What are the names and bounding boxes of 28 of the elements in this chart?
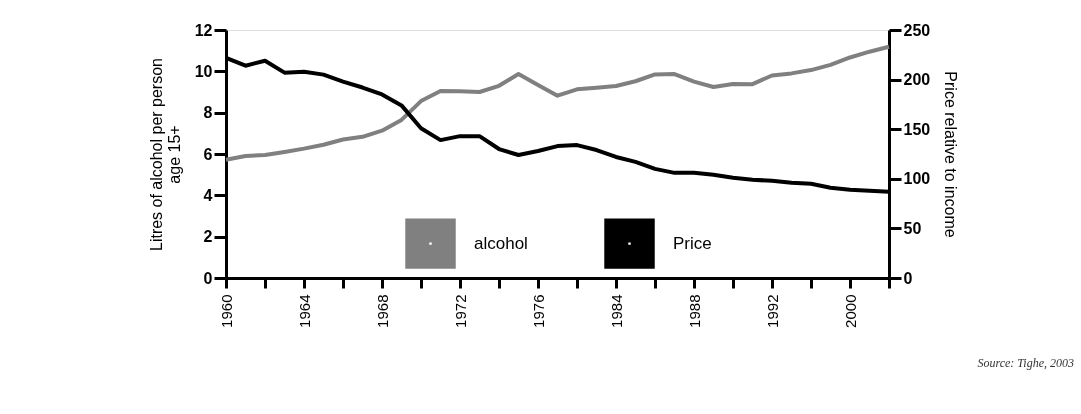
source-note: Source: Tighe, 2003: [977, 356, 1074, 370]
line-series: [224, 44, 891, 162]
x-tick-label: 1984: [607, 294, 625, 328]
x-tick-label: 1968: [373, 294, 391, 328]
y-tick-label: 8: [203, 104, 213, 122]
y2-tick-label: 100: [903, 170, 931, 188]
x-tick-label: 1992: [763, 294, 781, 328]
x-tick-label: 1988: [685, 294, 703, 328]
y-tick-label: 6: [203, 145, 213, 163]
x-tick-label: 2000: [841, 294, 859, 328]
x-tick-label: 1964: [295, 294, 313, 328]
x-tick-label: 1976: [529, 294, 547, 328]
y-axis-title: Litres of alcohol per person age 15+: [147, 58, 183, 251]
x-tick-label: 1960: [217, 294, 235, 328]
y2-tick-label: 250: [903, 21, 931, 39]
legend-label: alcohol: [474, 233, 528, 253]
y-tick-label: 10: [194, 62, 213, 80]
y-tick-label: 2: [203, 228, 213, 246]
y2-axis-title: Price relative to income: [942, 71, 960, 238]
y-tick-label: 12: [194, 21, 213, 39]
y-tick-label: 4: [203, 186, 213, 204]
y-tick-label: 0: [203, 269, 213, 287]
y2-tick-label: 150: [903, 120, 931, 138]
legend-label: Price: [673, 233, 712, 253]
y2-tick-label: 200: [903, 71, 931, 89]
x-tick-label: 1972: [451, 294, 469, 328]
y2-tick-label: 50: [903, 219, 922, 237]
y2-tick-label: 0: [903, 269, 913, 287]
